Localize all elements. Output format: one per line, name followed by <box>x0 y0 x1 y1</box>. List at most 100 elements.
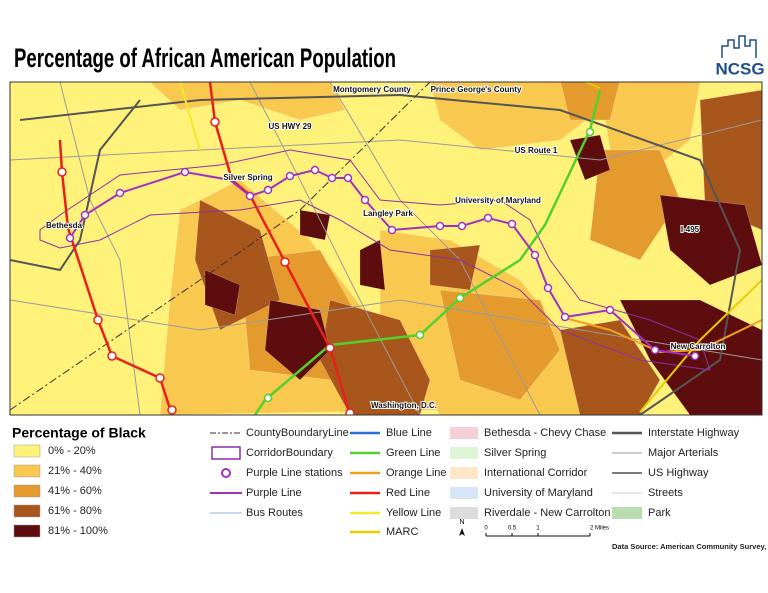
county-boundary <box>10 82 431 411</box>
legend-title: Percentage of Black <box>12 425 146 441</box>
map-frame <box>9 81 763 416</box>
red-line-station <box>167 405 177 415</box>
purple-line-station <box>343 173 353 183</box>
purple-line-station <box>457 221 467 231</box>
red-line-station <box>107 351 117 361</box>
legend-label: Red Line <box>386 487 430 499</box>
legend-label: International Corridor <box>484 467 588 479</box>
legend-symbol <box>211 446 241 460</box>
legend-swatch <box>13 524 41 538</box>
legend-label: Orange Line <box>386 467 447 479</box>
legend-swatch <box>13 504 41 518</box>
arterial <box>10 119 762 161</box>
purple-line-station <box>80 210 90 220</box>
red-line-station <box>210 117 220 127</box>
legend-swatch <box>13 464 41 478</box>
legend-swatch <box>612 507 642 519</box>
place-label: Montgomery County <box>333 85 411 94</box>
red-line-station <box>57 167 67 177</box>
legend-label: Bus Routes <box>246 507 303 519</box>
legend-swatch <box>13 484 41 498</box>
tract-patch <box>359 239 386 291</box>
place-label: Bethesda <box>46 221 83 230</box>
scale-label: 0 <box>484 526 488 532</box>
title: Percentage of African American Populatio… <box>14 43 396 73</box>
arterial <box>249 82 421 415</box>
place-label: University of Maryland <box>455 196 541 205</box>
legend-label: Yellow Line <box>386 507 441 519</box>
legend-label: Silver Spring <box>484 447 546 459</box>
orange-line <box>564 317 762 354</box>
corridor-boundary <box>39 149 711 371</box>
legend-swatch <box>450 467 478 479</box>
legend-label: MARC <box>386 526 418 538</box>
red-line-station <box>93 315 103 325</box>
purple-line-station <box>285 171 295 181</box>
purple-line-station <box>435 221 445 231</box>
yellow-line <box>179 82 201 151</box>
purple-line-station <box>690 351 700 361</box>
legend-label: Green Line <box>386 447 440 459</box>
logo-skyline <box>721 35 757 58</box>
legend-label: 0% - 20% <box>48 445 96 457</box>
green-line-station <box>263 393 273 403</box>
place-label: I-495 <box>681 225 700 234</box>
tract-patch <box>299 209 331 241</box>
purple-line-station <box>507 219 517 229</box>
purple-line-station <box>115 188 125 198</box>
interstate <box>10 99 141 272</box>
green-line-station <box>415 330 425 340</box>
scale-label: 1 <box>536 526 540 532</box>
green-line-station <box>585 127 595 137</box>
marc-line <box>639 279 762 413</box>
legend-label: CountyBoundaryLine <box>246 427 349 439</box>
purple-line-station <box>245 191 255 201</box>
purple-line-station <box>605 305 615 315</box>
legend-label: 41% - 60% <box>48 485 102 497</box>
tract-patch <box>204 269 241 316</box>
interstate <box>19 93 742 415</box>
legend-label: Purple Line stations <box>246 467 343 479</box>
red-line-station <box>155 373 165 383</box>
purple-line-station <box>310 165 320 175</box>
north-arrow <box>459 528 465 536</box>
legend-label: Park <box>648 507 671 519</box>
tract-patch <box>560 82 620 121</box>
tract-patch <box>559 319 661 415</box>
purple-line-station <box>65 233 75 243</box>
north-label: N <box>459 519 464 526</box>
tract-patch <box>439 289 561 401</box>
legend-swatch <box>450 487 478 499</box>
legend-symbol <box>221 468 231 478</box>
purple-line-station <box>360 195 370 205</box>
place-label: Silver Spring <box>223 173 272 182</box>
tract-patch <box>149 82 346 121</box>
legend-label: Purple Line <box>246 487 302 499</box>
red-line-station <box>280 257 290 267</box>
place-label: US Route 1 <box>515 146 558 155</box>
place-label: US HWY 29 <box>269 122 313 131</box>
green-line-station <box>455 293 465 303</box>
scale-label: 0.5 <box>508 526 517 532</box>
source: Data Source: American Community Survey, … <box>612 542 768 551</box>
legend-label: Blue Line <box>386 427 432 439</box>
logo: NCSG <box>715 35 765 78</box>
tract-patch <box>569 134 611 181</box>
arterial <box>10 299 762 361</box>
legend-swatch <box>450 447 478 459</box>
purple-line-station <box>650 345 660 355</box>
arterial <box>59 82 141 415</box>
legend-swatch <box>450 507 478 519</box>
red-line-station <box>325 343 335 353</box>
legend-label: 61% - 80% <box>48 505 102 517</box>
legend-label: 21% - 40% <box>48 465 102 477</box>
logo-text: NCSG <box>715 59 764 78</box>
purple-line-station <box>387 225 397 235</box>
legend-label: Interstate Highway <box>648 427 740 439</box>
tract-patch <box>589 149 681 261</box>
legend-label: Bethesda - Chevy Chase <box>484 427 606 439</box>
legend-label: Streets <box>648 487 683 499</box>
tract-patch <box>429 244 481 291</box>
legend-label: CorridorBoundary <box>246 447 333 459</box>
purple-line-station <box>483 213 493 223</box>
